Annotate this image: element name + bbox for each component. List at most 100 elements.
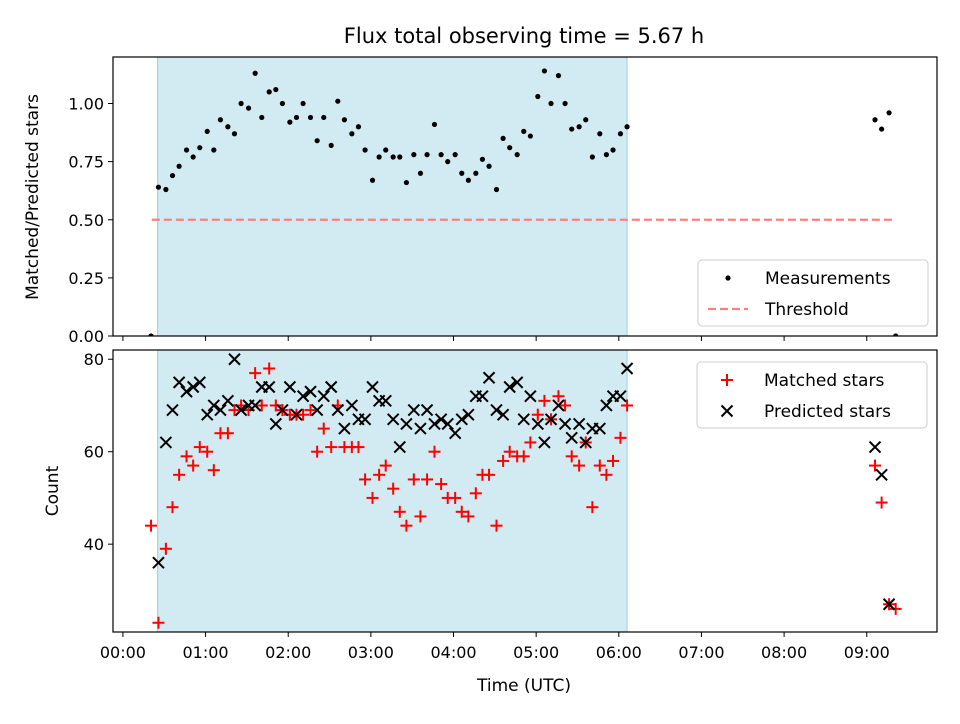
measurement-point	[424, 152, 430, 158]
x-b	[868, 440, 882, 454]
matched-star-point	[255, 399, 268, 412]
x-b	[882, 598, 896, 611]
x-b	[338, 422, 351, 435]
measurement-point	[624, 124, 630, 130]
measurement-point	[273, 86, 279, 93]
matched-star-point	[228, 404, 241, 417]
matched-star-point	[159, 542, 172, 555]
ratio-markers	[148, 68, 899, 336]
matched-star-point	[366, 491, 379, 504]
matched-star-point	[421, 473, 434, 486]
predicted-star-point	[386, 413, 400, 426]
measurement-point	[617, 131, 624, 137]
matched-star-point	[614, 431, 627, 444]
measurement-point	[445, 159, 451, 165]
x-b	[345, 399, 359, 412]
x-b	[544, 413, 558, 426]
matched-star-point	[407, 473, 420, 486]
x-b	[228, 353, 241, 366]
matched-star-point	[379, 459, 392, 472]
measurement-point	[397, 154, 403, 160]
measurement-point	[562, 100, 568, 107]
matched-star-point	[400, 519, 413, 532]
predicted-star-point	[379, 394, 392, 408]
predicted-star-point	[283, 380, 297, 394]
x-b	[386, 413, 400, 426]
predicted-star-point	[400, 417, 413, 431]
x-tick-label: 04:00	[430, 643, 476, 662]
matched-star-point	[435, 478, 448, 491]
measurement-point	[417, 170, 424, 176]
matched-star-point	[503, 445, 516, 458]
measurement-point	[610, 147, 616, 153]
x-b	[875, 468, 888, 482]
matched-star-point	[469, 487, 482, 500]
measurement-point	[204, 128, 210, 134]
measurement-point	[603, 152, 610, 158]
x-tick-label: 05:00	[513, 643, 559, 662]
x-tick-label: 00:00	[100, 643, 146, 662]
matched-star-point	[187, 459, 200, 472]
matched-star-point	[393, 505, 406, 518]
matched-star-point	[869, 459, 882, 472]
measurement-point	[245, 105, 252, 111]
matched-star-point	[593, 459, 606, 472]
predicted-star-point	[490, 403, 503, 417]
legend-label: Matched stars	[764, 371, 884, 391]
x-b	[248, 399, 262, 412]
x-b	[276, 403, 289, 417]
predicted-star-point	[345, 399, 359, 412]
measurement-point	[183, 147, 190, 153]
matched-star-point	[387, 482, 400, 495]
matched-star-point	[166, 501, 179, 514]
x-b	[524, 390, 537, 403]
counts-panel: 00:00 01:00 02:00 03:00 04:00 05:00 06:00 07:00…	[84, 349, 938, 662]
measurement-point	[176, 163, 182, 169]
predicted-star-point	[441, 417, 454, 431]
measurement-point	[383, 147, 389, 153]
matched-star-point	[449, 491, 462, 504]
predicted-star-point	[455, 413, 468, 426]
ratio-axes-frame	[112, 56, 938, 337]
x-b	[310, 403, 324, 417]
predicted-star-point	[428, 417, 441, 431]
x-b	[290, 408, 303, 421]
matched-star-point	[249, 367, 262, 380]
x-b	[214, 403, 227, 417]
x-tick-label: 01:00	[183, 643, 229, 662]
measurement-point	[521, 128, 527, 134]
matched-star-point	[524, 436, 537, 449]
y-tick-label: 0.75	[68, 153, 104, 172]
x-b	[262, 380, 276, 394]
ratio-legend: Measurements Threshold	[697, 259, 929, 327]
x-b	[166, 403, 179, 417]
x-b	[600, 399, 613, 412]
predicted-star-point	[552, 399, 565, 412]
x-b	[283, 380, 297, 394]
legend-label: Threshold	[764, 300, 849, 320]
measurement-point	[169, 172, 176, 179]
x-b	[304, 385, 317, 398]
predicted-star-point	[496, 408, 510, 421]
predicted-star-point	[331, 403, 345, 417]
matched-star-point	[573, 459, 586, 472]
chart-title: Flux total observing time = 5.67 h	[344, 24, 704, 48]
x-b	[186, 380, 200, 394]
predicted-star-point	[304, 385, 317, 398]
predicted-star-point	[296, 390, 310, 403]
x-tick-label: 08:00	[761, 643, 807, 662]
predicted-star-point	[414, 422, 427, 435]
predicted-star-point	[875, 468, 888, 482]
x-b	[620, 362, 634, 375]
x-b	[531, 417, 545, 431]
y-tick-label: 40	[84, 535, 104, 554]
predicted-star-point	[572, 417, 586, 431]
measurement-point	[287, 119, 293, 125]
measurement-point	[390, 154, 396, 160]
x-b	[358, 413, 372, 426]
matched-star-point	[263, 362, 276, 375]
measurement-point	[279, 100, 286, 107]
y-tick-label: 1.00	[68, 95, 104, 114]
measurement-point	[872, 117, 878, 123]
y-tick-label: 60	[84, 443, 104, 462]
